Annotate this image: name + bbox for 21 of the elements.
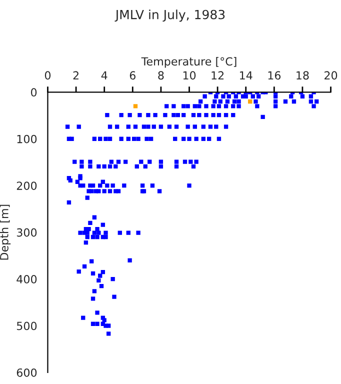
x-axis-title: Temperature [°C] [141, 56, 236, 68]
x-tick-label: 14 [240, 71, 252, 80]
x-tick-label: 20 [324, 71, 338, 80]
x-tick-label: 6 [130, 71, 136, 80]
y-tick-label: 100 [17, 134, 37, 144]
y-tick-label: 300 [16, 228, 37, 237]
y-tick-label: 0 [30, 88, 37, 97]
chart-title: JMLV in July, 1983 [114, 10, 225, 22]
x-tick-label: 12 [212, 71, 224, 80]
y-tick-label: 500 [16, 322, 37, 330]
x-tick-label: 16 [268, 71, 281, 80]
x-tick-label: 18 [296, 71, 309, 80]
y-tick-label: 200 [16, 182, 37, 190]
x-tick-label: 0 [44, 71, 51, 80]
x-tick-label: 10 [183, 71, 196, 80]
y-axis-title: Depth [m] [0, 204, 11, 260]
x-tick-label: 2 [73, 71, 78, 80]
x-tick-label: 4 [101, 71, 108, 80]
y-tick-label: 400 [16, 275, 37, 284]
x-tick-label: 8 [158, 71, 164, 80]
y-tick-label: 600 [16, 368, 37, 377]
